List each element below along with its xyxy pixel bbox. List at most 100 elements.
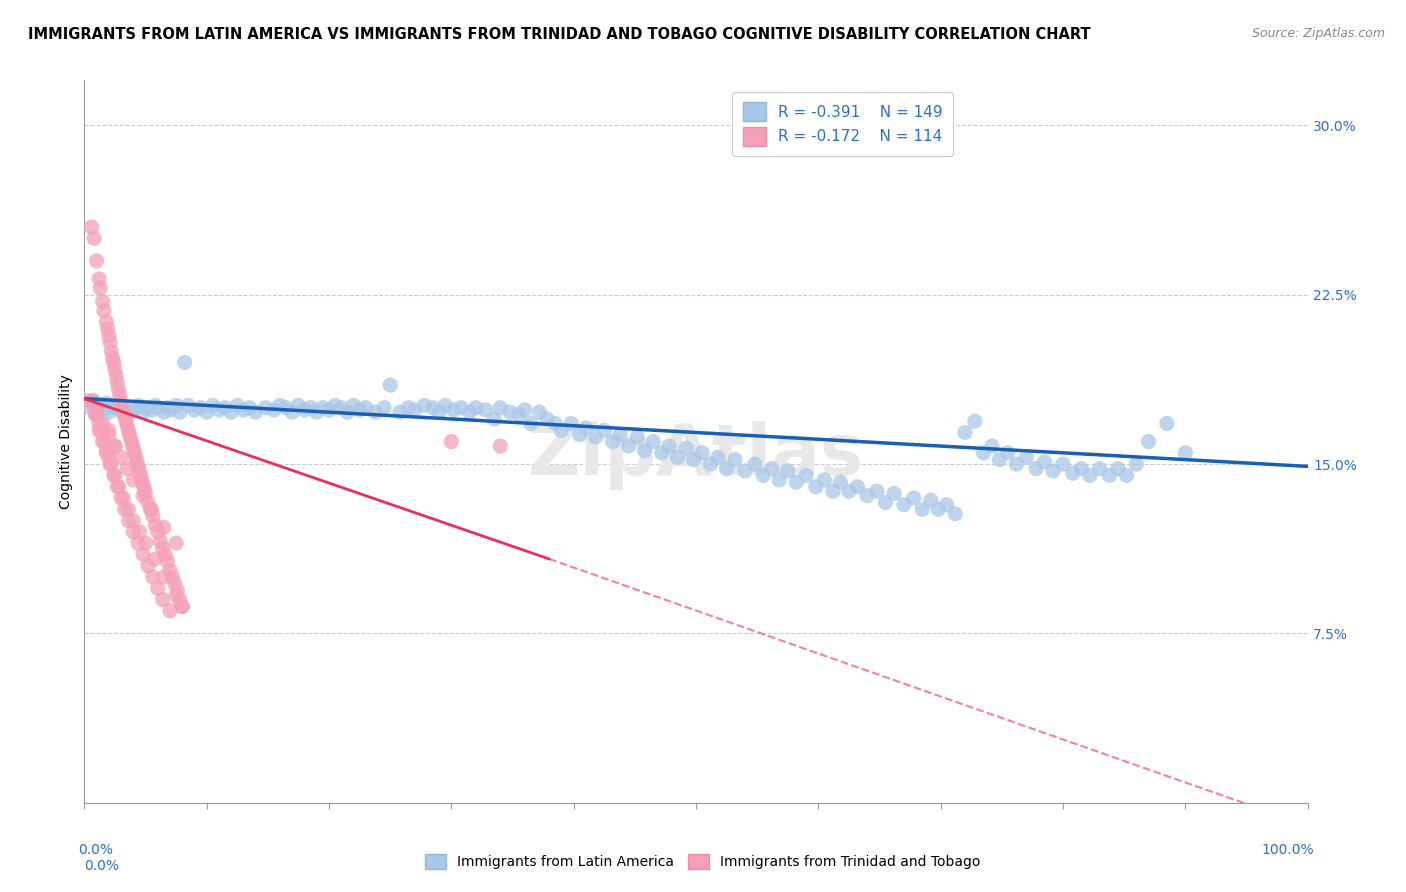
Point	[943, 507, 966, 521]
Point	[135, 486, 157, 500]
Point	[117, 423, 139, 437]
Point	[143, 398, 166, 412]
Point	[761, 461, 783, 475]
Point	[117, 514, 139, 528]
Point	[568, 427, 591, 442]
Point	[136, 495, 159, 509]
Point	[997, 446, 1019, 460]
Point	[1070, 461, 1092, 475]
Point	[1005, 457, 1028, 471]
Point	[134, 482, 156, 496]
Point	[115, 405, 138, 419]
Point	[544, 417, 567, 431]
Point	[398, 401, 420, 415]
Point	[238, 401, 260, 415]
Point	[104, 401, 127, 415]
Point	[105, 369, 128, 384]
Point	[117, 502, 139, 516]
Point	[201, 398, 224, 412]
Point	[97, 427, 120, 442]
Point	[195, 405, 218, 419]
Point	[101, 351, 124, 365]
Point	[143, 518, 166, 533]
Point	[87, 272, 110, 286]
Point	[111, 401, 134, 415]
Point	[287, 398, 309, 412]
Point	[100, 344, 122, 359]
Point	[388, 405, 411, 419]
Point	[602, 434, 624, 449]
Point	[110, 491, 132, 505]
Point	[281, 405, 304, 419]
Point	[91, 417, 114, 431]
Point	[125, 450, 148, 465]
Point	[821, 484, 844, 499]
Point	[122, 442, 145, 456]
Text: ZipAtlas: ZipAtlas	[529, 422, 863, 491]
Point	[118, 427, 141, 442]
Point	[177, 398, 200, 412]
Point	[927, 502, 949, 516]
Point	[1052, 457, 1074, 471]
Point	[115, 414, 138, 428]
Point	[149, 533, 172, 548]
Point	[1125, 457, 1147, 471]
Point	[110, 450, 132, 465]
Point	[666, 450, 689, 465]
Point	[153, 405, 176, 419]
Point	[131, 473, 153, 487]
Point	[115, 418, 138, 433]
Point	[159, 403, 181, 417]
Point	[1042, 464, 1064, 478]
Point	[254, 401, 277, 415]
Point	[104, 439, 127, 453]
Point	[96, 315, 118, 329]
Point	[114, 409, 136, 424]
Point	[104, 468, 127, 483]
Point	[96, 446, 118, 460]
Point	[128, 398, 150, 412]
Point	[513, 403, 536, 417]
Point	[330, 401, 353, 415]
Point	[499, 405, 522, 419]
Point	[474, 403, 496, 417]
Point	[575, 421, 598, 435]
Point	[875, 495, 897, 509]
Point	[172, 599, 194, 614]
Point	[883, 486, 905, 500]
Point	[108, 389, 131, 403]
Point	[276, 401, 298, 415]
Point	[972, 446, 994, 460]
Point	[93, 434, 115, 449]
Point	[464, 401, 486, 415]
Point	[146, 524, 169, 539]
Point	[79, 401, 101, 415]
Point	[169, 405, 191, 419]
Point	[776, 464, 799, 478]
Point	[508, 408, 530, 422]
Point	[146, 401, 169, 415]
Point	[90, 425, 112, 440]
Point	[1078, 468, 1101, 483]
Point	[104, 439, 127, 453]
Point	[152, 541, 174, 555]
Point	[141, 403, 163, 417]
Point	[427, 405, 450, 419]
Point	[122, 524, 145, 539]
Text: IMMIGRANTS FROM LATIN AMERICA VS IMMIGRANTS FROM TRINIDAD AND TOBAGO COGNITIVE D: IMMIGRANTS FROM LATIN AMERICA VS IMMIGRA…	[28, 27, 1091, 42]
Point	[813, 473, 835, 487]
Point	[626, 430, 648, 444]
Point	[83, 231, 105, 245]
Point	[299, 401, 322, 415]
Point	[682, 452, 704, 467]
Point	[122, 473, 145, 487]
Point	[364, 405, 387, 419]
Point	[127, 536, 149, 550]
Point	[1015, 450, 1038, 465]
Point	[80, 393, 103, 408]
Point	[115, 461, 138, 475]
Point	[163, 576, 186, 591]
Point	[724, 452, 747, 467]
Point	[77, 393, 100, 408]
Point	[349, 403, 371, 417]
